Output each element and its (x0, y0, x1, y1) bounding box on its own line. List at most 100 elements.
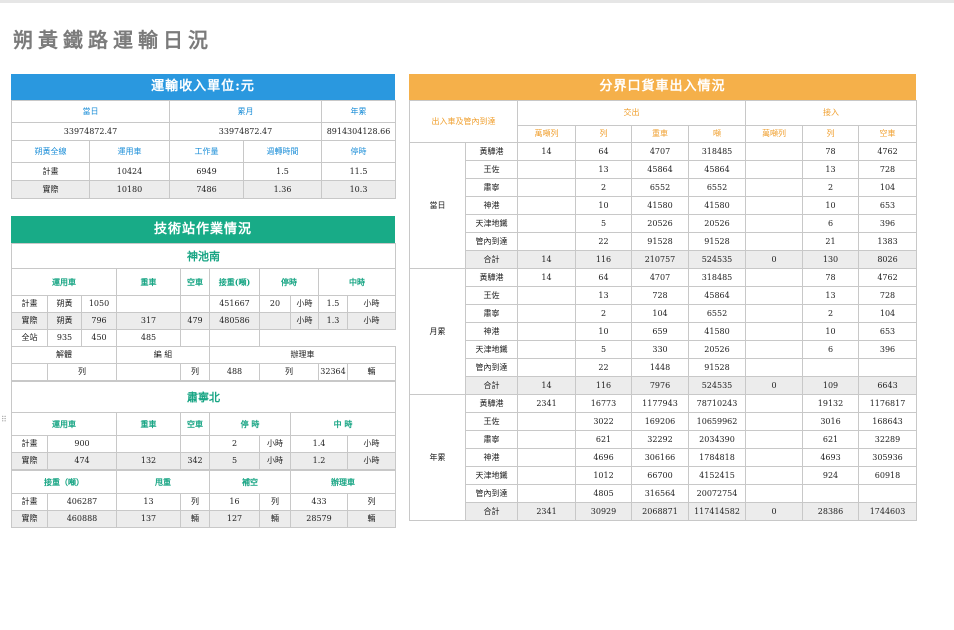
drag-handle-icon[interactable]: ⠿ (1, 415, 7, 424)
table-row: 王佐 3022 169206 10659962 3016 168643 (410, 412, 918, 431)
line-cell: 10424 (89, 162, 170, 181)
unit: 小時 (346, 295, 397, 313)
cell (517, 304, 576, 323)
cell: 796 (81, 312, 117, 330)
cell (517, 322, 576, 341)
cell: 109 (802, 376, 859, 395)
cell: 2068871 (631, 502, 689, 521)
suning-header: 補空 (209, 470, 291, 494)
column-header: 列 (575, 125, 632, 143)
table-row: 合計 14 116 7976 524535 0 109 6643 (410, 376, 918, 395)
cell: 91528 (688, 232, 746, 251)
revenue-value-day: 33974872.47 (11, 122, 170, 141)
cell: 479 (180, 312, 210, 330)
border-panel: 分界口貨車出入情況 出入車及管內到達 交出 接入 萬噸列列重車噸萬噸列列空車 當… (409, 74, 918, 521)
row-label: 黃驊港 (465, 142, 518, 161)
cell: 104 (857, 178, 918, 197)
shenchi-header: 重車 (116, 268, 181, 296)
suning-header: 重車 (116, 412, 181, 436)
cell: 4805 (575, 484, 632, 503)
suning-table-2: 接重（噸） 甩重 補空 辦理車 計畫 406287 13 列 16 列 433 … (11, 470, 396, 528)
cell (745, 484, 803, 503)
unit: 小時 (290, 312, 319, 330)
cell: 22 (575, 232, 632, 251)
cell (857, 358, 918, 377)
group-label: 當日 (409, 142, 466, 269)
cell: 130 (802, 250, 859, 269)
cell (857, 484, 918, 503)
cell: 5 (575, 340, 632, 359)
cell (517, 232, 576, 251)
cell: 16 (209, 493, 260, 511)
cell: 4762 (857, 268, 918, 287)
cell: 32364 (318, 363, 348, 381)
cell (209, 329, 260, 347)
cell (517, 178, 576, 197)
cell: 45864 (688, 286, 746, 305)
ops-header: 編 組 (116, 346, 210, 364)
row-label: 計畫 (11, 493, 48, 511)
unit: 列 (259, 363, 319, 381)
cell: 480586 (209, 312, 260, 330)
cell: 3016 (802, 412, 859, 431)
cell: 116 (575, 250, 632, 269)
cell: 6643 (857, 376, 918, 395)
suning-header: 辦理車 (290, 470, 396, 494)
unit: 列 (259, 493, 291, 511)
table-row: 王佐 13 728 45864 13 728 (410, 286, 918, 305)
row-label: 肅寧 (465, 430, 518, 449)
suning-name: 肅寧北 (11, 381, 396, 413)
cell: 13 (575, 160, 632, 179)
cell: 316564 (631, 484, 689, 503)
cell: 1.2 (290, 452, 348, 470)
cell (517, 214, 576, 233)
cell (116, 295, 181, 313)
page-title: 朔黃鐵路運輸日況 (13, 28, 213, 52)
cell (180, 329, 210, 347)
table-row: 肅寧 621 32292 2034390 621 32289 (410, 430, 918, 449)
cell: 1.3 (318, 312, 348, 330)
ops-header: 辦理車 (208, 346, 397, 364)
row-label: 合計 (465, 250, 518, 269)
cell (745, 394, 803, 413)
table-row: 年累 黃驊港 2341 16773 1177943 78710243 19132 117681… (409, 394, 918, 521)
ops-header: 解體 (11, 346, 117, 364)
cell (802, 358, 859, 377)
shenchi-header: 運用車 (11, 268, 117, 296)
cell: 0 (745, 376, 803, 395)
suning-header: 接重（噸） (11, 470, 117, 494)
cell: 78 (802, 268, 859, 287)
row-label: 實際 (11, 312, 48, 330)
cell: 924 (802, 466, 859, 485)
in-label: 接入 (744, 100, 918, 126)
row-label: 王佐 (465, 286, 518, 305)
cell: 728 (631, 286, 689, 305)
table-row: 肅寧 2 6552 6552 2 104 (410, 178, 918, 197)
group-label: 月累 (409, 268, 466, 395)
cell: 20526 (631, 214, 689, 233)
cell: 64 (575, 142, 632, 161)
row-label: 肅寧 (465, 304, 518, 323)
row-sub: 朔黃 (47, 295, 82, 313)
cell (745, 466, 803, 485)
cell (802, 484, 859, 503)
cell: 7976 (631, 376, 689, 395)
cell (745, 268, 803, 287)
shenchi-header: 中時 (317, 268, 397, 296)
cell (116, 435, 181, 453)
cell: 1.5 (318, 295, 348, 313)
corner-label: 出入車及管內到達 (409, 100, 518, 143)
cell: 10 (575, 196, 632, 215)
cell: 2 (209, 435, 260, 453)
cell: 91528 (631, 232, 689, 251)
line-cell: 1.36 (243, 180, 322, 199)
cell (745, 340, 803, 359)
revenue-value-year: 8914304128.66 (321, 122, 396, 141)
cell: 8026 (857, 250, 918, 269)
cell: 2341 (517, 394, 576, 413)
cell: 524535 (688, 250, 746, 269)
row-label: 肅寧 (465, 178, 518, 197)
cell: 6552 (688, 304, 746, 323)
cell (745, 196, 803, 215)
cell: 621 (802, 430, 859, 449)
